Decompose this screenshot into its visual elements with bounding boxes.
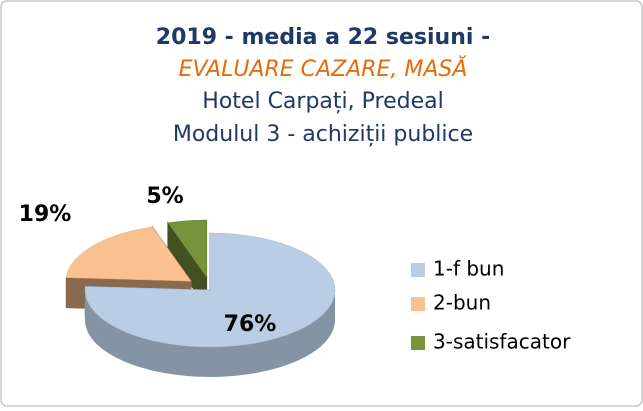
slice [84,232,336,348]
data-label: 5% [146,184,183,209]
chart-subtitle: Modulul 3 - achiziții publice [173,122,473,147]
chart-subtitle: EVALUARE CAZARE, MASĂ [179,56,468,82]
slice-side [85,290,335,377]
slice [167,219,207,278]
legend-label: 2-bun [433,291,491,315]
slice [65,226,192,282]
data-label: 19% [19,202,72,227]
legend-swatch [411,297,425,311]
data-label: 76% [224,312,277,337]
legend-label: 1-f bun [433,257,504,281]
chart-title: 2019 - media a 22 sesiuni - [156,25,490,50]
chart-subtitle: Hotel Carpați, Predeal [202,89,443,114]
legend-swatch [411,336,425,350]
legend-swatch [411,263,425,277]
legend-label: 3-satisfacator [433,330,571,354]
